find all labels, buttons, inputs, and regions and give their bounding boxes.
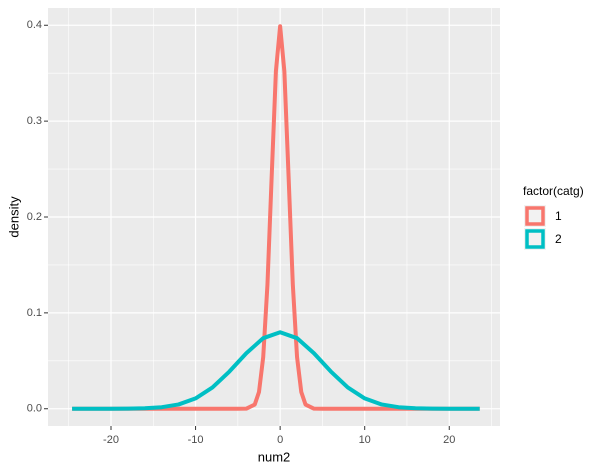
legend-key bbox=[525, 229, 545, 249]
legend-key-bg bbox=[524, 205, 546, 227]
x-tick-label: -10 bbox=[188, 434, 204, 446]
legend-title: factor(catg) bbox=[523, 184, 584, 198]
legend-key bbox=[525, 206, 545, 226]
x-tick-label: 10 bbox=[359, 434, 371, 446]
y-tick-label: 0.2 bbox=[27, 211, 42, 223]
x-tick-label: -20 bbox=[103, 434, 119, 446]
watermark: 知乎 @五弦三品 bbox=[532, 432, 614, 450]
legend-label: 1 bbox=[555, 209, 562, 223]
y-tick-label: 0.4 bbox=[27, 19, 42, 31]
y-tick-label: 0.0 bbox=[27, 403, 42, 415]
x-tick-label: 0 bbox=[277, 434, 283, 446]
density-line bbox=[72, 330, 480, 411]
x-tick-label: 20 bbox=[443, 434, 455, 446]
x-axis-title: num2 bbox=[258, 449, 291, 464]
legend-label: 2 bbox=[555, 232, 562, 246]
legend-key-bg bbox=[524, 228, 546, 250]
y-axis-title: density bbox=[6, 196, 21, 238]
y-tick-label: 0.1 bbox=[27, 307, 42, 319]
density-line bbox=[72, 24, 480, 411]
y-tick-label: 0.3 bbox=[27, 115, 42, 127]
